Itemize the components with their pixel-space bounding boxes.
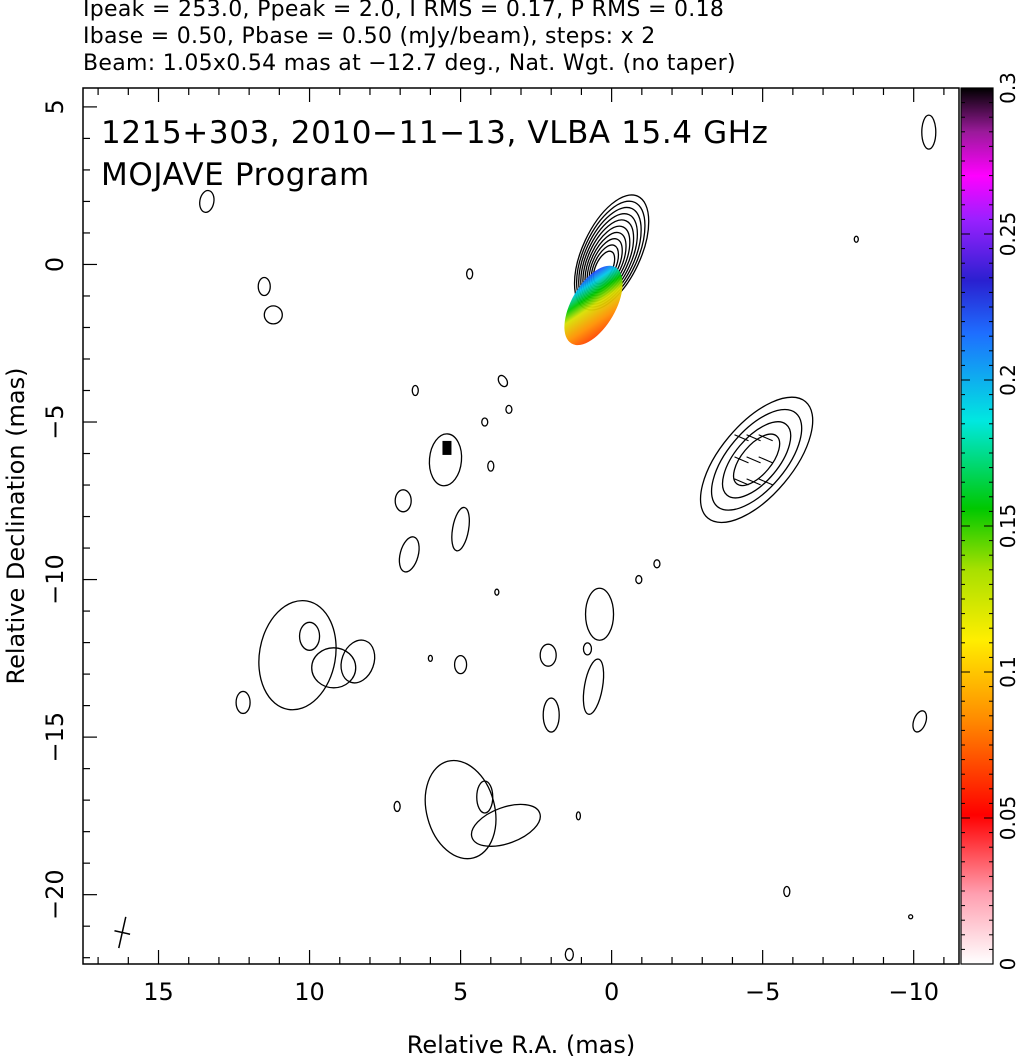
header-line-1: Ipeak = 253.0, Ppeak = 2.0, I RMS = 0.17…	[83, 0, 725, 22]
y-tick-label: −15	[41, 712, 69, 763]
lobe-contour	[853, 235, 859, 243]
colorbar-tick-label: 0.2	[996, 364, 1020, 396]
polarization-vector	[734, 434, 749, 442]
beam-ellipse-marker	[114, 916, 131, 949]
lobe-contour	[494, 588, 500, 596]
colorbar-tick-label: 0.15	[996, 504, 1020, 549]
lobe-contour	[505, 404, 513, 415]
lobe-contour	[199, 189, 215, 213]
lobe-contour	[635, 574, 643, 585]
colorbar-tick-label: 0.05	[996, 796, 1020, 841]
lobe-contour	[582, 642, 593, 656]
x-tick-label: −5	[745, 978, 780, 1006]
y-tick-label: −10	[41, 554, 69, 605]
beam-minor-axis	[114, 929, 131, 935]
lobe-contour	[465, 268, 474, 280]
colorbar-tick-label: 0.1	[996, 656, 1020, 688]
x-axis-label: Relative R.A. (mas)	[407, 1031, 635, 1059]
lobe-contour	[451, 506, 470, 552]
lobe-contour	[575, 811, 582, 821]
lobe-contour	[340, 639, 376, 684]
polarization-vector	[758, 456, 773, 464]
polarization-vector	[746, 456, 761, 464]
lobe-contour	[476, 780, 494, 814]
polarization-vector	[758, 434, 773, 442]
lobe-contour	[428, 433, 463, 487]
y-axis-label: Relative Declination (mas)	[2, 367, 30, 684]
lobe-contour	[783, 885, 791, 898]
lobe-contour	[311, 647, 357, 689]
colorbar-tick-label: 0.25	[996, 212, 1020, 257]
lobe-contour	[653, 559, 661, 569]
jet-component-contour	[710, 408, 803, 511]
polarization-vector	[746, 434, 761, 442]
plot-subtitle: MOJAVE Program	[101, 157, 370, 193]
lobe-contour	[298, 621, 321, 651]
lobe-contour	[424, 759, 497, 860]
lobe-contour	[564, 947, 574, 962]
x-tick-label: 0	[604, 978, 619, 1006]
lobe-contour	[257, 276, 271, 297]
lobe-contour	[235, 690, 251, 715]
polarization-vector	[758, 478, 773, 486]
polarization-vector	[734, 478, 749, 486]
header-line-3: Beam: 1.05x0.54 mas at −12.7 deg., Nat. …	[83, 51, 736, 76]
lobe-contour	[258, 599, 337, 711]
polarization-vector	[734, 456, 749, 464]
lobe-contour	[912, 710, 928, 733]
polarized-emission	[564, 265, 623, 346]
lobe-contour	[481, 417, 489, 427]
lobe-contour	[582, 658, 605, 715]
lobe-contour	[394, 489, 412, 513]
lobe-contour	[453, 654, 468, 675]
x-tick-label: 15	[143, 978, 174, 1006]
lobe-contour	[411, 384, 419, 397]
lobe-contour	[497, 374, 509, 388]
lobe-contour	[427, 654, 434, 662]
jet-component-contour	[699, 396, 814, 524]
y-tick-label: 0	[41, 257, 69, 272]
lobe-contour	[263, 305, 283, 325]
colorbar-tick-label: 0.3	[996, 72, 1020, 104]
x-tick-label: 10	[294, 978, 325, 1006]
polarized-pixel	[442, 440, 452, 455]
polarization-layer	[442, 265, 773, 486]
colorbar-tick-label: 0	[996, 958, 1020, 971]
lobe-contour	[393, 800, 401, 813]
axis-tick-labels: 15 10 5 0 −5 −10 5 0 −5 −10 −15 −20	[41, 99, 939, 1006]
lobe-contour	[398, 536, 420, 573]
lobe-contour	[921, 114, 937, 150]
lobe-contour	[542, 697, 560, 733]
jet-component-contour	[732, 433, 781, 487]
header-line-2: Ibase = 0.50, Pbase = 0.50 (mJy/beam), s…	[83, 24, 656, 49]
plot-title: 1215+303, 2010−11−13, VLBA 15.4 GHz	[101, 115, 768, 151]
lobe-contour	[584, 587, 615, 641]
x-tick-label: −10	[888, 978, 939, 1006]
lobe-contour	[487, 460, 495, 472]
jet-component-contour	[721, 421, 792, 499]
lobe-contour	[470, 803, 541, 847]
plot-frame	[82, 87, 960, 965]
x-tick-label: 5	[453, 978, 468, 1006]
colorbar: 0 0.05 0.1 0.15 0.2 0.25 0.3	[960, 72, 1020, 971]
y-tick-label: −20	[41, 869, 69, 920]
y-tick-label: 5	[41, 99, 69, 114]
lobe-contour	[908, 914, 914, 920]
axis-ticks	[83, 88, 945, 964]
polarization-vector	[746, 478, 761, 486]
lobe-contour	[539, 643, 557, 667]
y-tick-label: −5	[41, 404, 69, 439]
contour-layer	[199, 114, 937, 962]
